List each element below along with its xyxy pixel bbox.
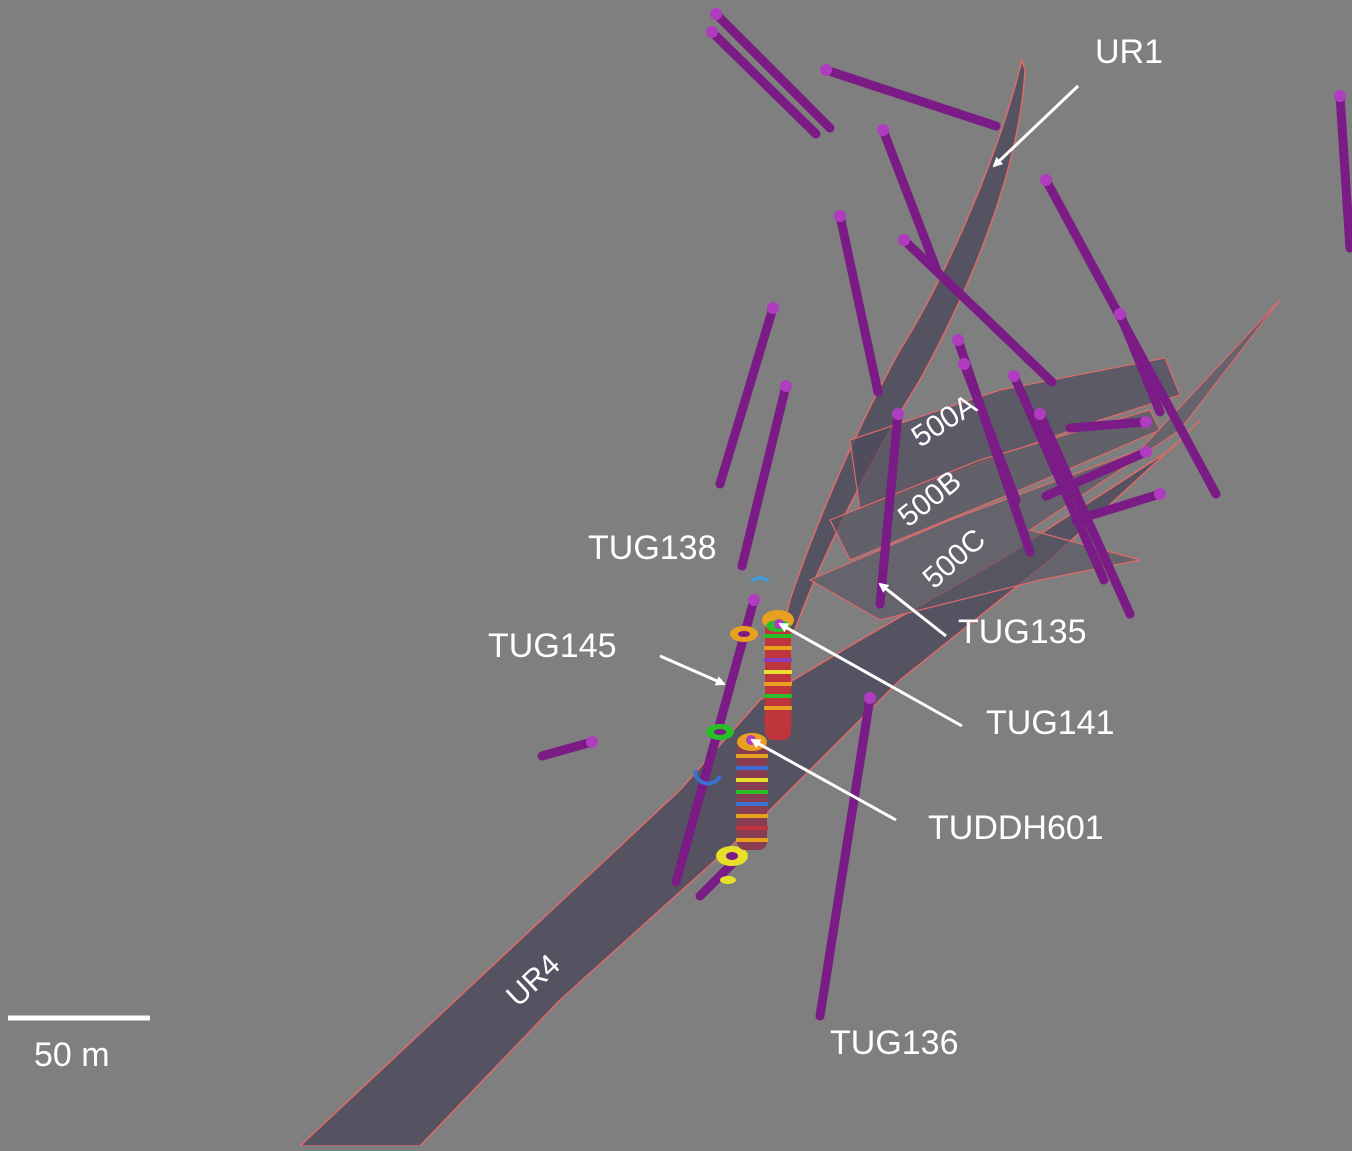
scale-bar: 50 m <box>8 1015 150 1074</box>
drillhole-trace-tug136 <box>815 692 876 1021</box>
drillhole-trace <box>737 380 792 571</box>
label-tug145: TUG145 <box>488 627 617 665</box>
label-tug135: TUG135 <box>958 613 1087 651</box>
drillhole-trace <box>1065 416 1152 433</box>
pointer-arrows <box>659 84 1080 822</box>
drillhole-trace <box>1041 446 1152 501</box>
label-tug136: TUG136 <box>830 1024 959 1062</box>
drillhole-trace-tug135 <box>875 408 904 609</box>
label-tuddh601: TUDDH601 <box>928 809 1104 847</box>
drillhole-trace <box>820 64 1001 131</box>
vein-surfaces <box>298 57 1281 1147</box>
arrow-tuddh601 <box>750 738 897 822</box>
drillhole-trace <box>1114 308 1165 417</box>
vein-500c-surface <box>808 299 1281 621</box>
drillhole-trace <box>958 358 1021 505</box>
vein-ur1-surface <box>778 57 1026 642</box>
drillhole-trace <box>898 234 1057 387</box>
drillhole-trace <box>1008 370 1109 585</box>
drillholes <box>537 8 1352 1021</box>
arrow-tug141 <box>778 622 963 728</box>
drillhole-trace <box>706 26 821 139</box>
label-tug141: TUG141 <box>986 704 1115 742</box>
label-ur1: UR1 <box>1095 33 1163 71</box>
interval-stack-tuddh601 <box>736 733 768 850</box>
arrow-ur1 <box>992 84 1080 168</box>
drillhole-trace <box>834 210 883 397</box>
arrow-tug135 <box>878 582 947 638</box>
drillhole-trace <box>877 124 941 273</box>
drillhole-trace-tug138 <box>715 302 779 489</box>
assay-intervals <box>693 576 770 884</box>
arrow-tug145 <box>659 654 726 686</box>
drillhole-trace <box>1334 90 1352 253</box>
label-tug138: TUG138 <box>588 529 717 567</box>
drillhole-trace <box>710 8 835 133</box>
drillhole-trace <box>1071 488 1166 525</box>
scale-bar-label: 50 m <box>34 1036 110 1074</box>
drillhole-trace <box>537 736 598 761</box>
drillhole-trace-tug145 <box>671 594 760 887</box>
